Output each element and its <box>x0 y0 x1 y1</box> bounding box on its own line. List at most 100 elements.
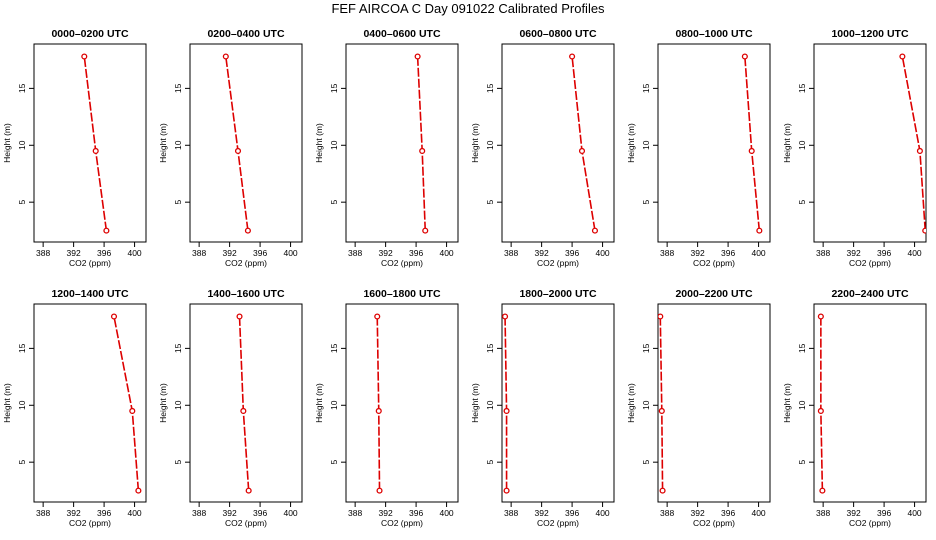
x-axis-label: CO2 (ppm) <box>849 518 891 528</box>
series-line <box>83 56 108 231</box>
series-line <box>659 316 664 491</box>
x-axis-label: CO2 (ppm) <box>693 258 735 268</box>
plot-frame <box>501 303 615 503</box>
data-point <box>658 407 665 415</box>
data-point <box>659 487 666 494</box>
y-tick-label: 5 <box>17 460 27 465</box>
panel-8: 1400–1600 UTC 388 392 396 400 5 10 15 CO2 (ppm) H… <box>158 288 303 528</box>
x-axis-label: CO2 (ppm) <box>69 258 111 268</box>
panel-11: 2000–2200 UTC 388 392 396 400 5 10 15 CO2 (ppm) H… <box>626 288 771 528</box>
x-tick-label: 400 <box>907 248 921 258</box>
plot-frame <box>345 303 459 503</box>
panel-title: 2200–2400 UTC <box>831 288 908 300</box>
panel-title: 0200–0400 UTC <box>207 28 284 40</box>
y-tick-label: 5 <box>485 200 495 205</box>
series-line <box>571 56 596 231</box>
y-tick-label: 15 <box>485 343 495 353</box>
data-point <box>817 407 824 415</box>
x-tick-label: 396 <box>877 248 891 258</box>
data-point <box>81 53 88 60</box>
x-tick-label: 392 <box>847 248 861 258</box>
y-tick-label: 5 <box>641 460 651 465</box>
series-group <box>658 313 666 494</box>
data-point <box>374 313 381 320</box>
data-point <box>503 487 510 494</box>
y-tick-label: 10 <box>329 140 339 150</box>
panel-10: 1800–2000 UTC 388 392 396 400 5 10 15 CO2 (ppm) H… <box>470 288 615 528</box>
series-line <box>225 56 249 231</box>
x-tick-label: 388 <box>660 508 674 518</box>
y-tick-label: 10 <box>17 400 27 410</box>
y-tick-label: 15 <box>329 343 339 353</box>
series-group <box>817 313 826 494</box>
plot-frame <box>813 303 927 503</box>
data-point <box>414 53 421 60</box>
panel-3: 0400–0600 UTC 388 392 396 400 5 10 15 CO2 (ppm) H… <box>314 28 459 268</box>
panel-title: 0400–0600 UTC <box>363 28 440 40</box>
y-axis-label: Height (m) <box>2 123 12 163</box>
panel-title: 0800–1000 UTC <box>675 28 752 40</box>
data-point <box>502 313 509 320</box>
data-point <box>245 487 252 494</box>
x-axis-label: CO2 (ppm) <box>381 518 423 528</box>
x-tick-label: 396 <box>565 508 579 518</box>
series-group <box>374 313 383 494</box>
y-axis-label: Height (m) <box>158 123 168 163</box>
panel-6: 1000–1200 UTC 388 392 396 400 5 10 15 CO2 (ppm) H… <box>782 28 927 268</box>
x-tick-label: 396 <box>97 508 111 518</box>
x-tick-label: 392 <box>223 248 237 258</box>
y-tick-label: 10 <box>329 400 339 410</box>
x-tick-label: 392 <box>535 248 549 258</box>
data-point <box>236 313 243 320</box>
plot-frame <box>501 43 615 243</box>
y-tick-label: 15 <box>17 83 27 93</box>
panel-title: 0600–0800 UTC <box>519 28 596 40</box>
y-tick-label: 5 <box>797 200 807 205</box>
data-point <box>916 147 923 155</box>
x-tick-label: 400 <box>595 508 609 518</box>
panel-title: 1200–1400 UTC <box>51 288 128 300</box>
panel-1: 0000–0200 UTC 388 392 396 400 5 10 15 CO2 (ppm) H… <box>2 28 147 268</box>
data-point <box>741 53 748 60</box>
y-axis-label: Height (m) <box>782 383 792 423</box>
data-point <box>591 227 599 234</box>
data-point <box>110 313 118 320</box>
y-axis-label: Height (m) <box>470 123 480 163</box>
plot-frame <box>189 43 303 243</box>
series-group <box>899 53 926 234</box>
y-axis-label: Height (m) <box>314 383 324 423</box>
x-tick-label: 400 <box>439 508 453 518</box>
series-line <box>416 56 427 231</box>
x-tick-label: 396 <box>97 248 111 258</box>
data-point <box>922 227 926 234</box>
y-tick-label: 10 <box>485 140 495 150</box>
panel-title: 1800–2000 UTC <box>519 288 596 300</box>
x-tick-label: 388 <box>816 248 830 258</box>
x-tick-label: 396 <box>253 508 267 518</box>
x-tick-label: 400 <box>751 508 765 518</box>
y-tick-label: 5 <box>485 460 495 465</box>
data-point <box>376 487 383 494</box>
panel-7: 1200–1400 UTC 388 392 396 400 5 10 15 CO2 (ppm) H… <box>2 288 147 528</box>
y-tick-label: 5 <box>329 200 339 205</box>
y-tick-label: 10 <box>641 400 651 410</box>
x-tick-label: 392 <box>379 248 393 258</box>
x-tick-label: 396 <box>721 508 735 518</box>
x-axis-label: CO2 (ppm) <box>225 258 267 268</box>
series-line <box>238 316 250 491</box>
x-tick-label: 400 <box>751 248 765 258</box>
y-axis-label: Height (m) <box>470 383 480 423</box>
x-tick-label: 396 <box>409 248 423 258</box>
data-point <box>658 313 664 320</box>
y-tick-label: 10 <box>641 140 651 150</box>
data-point <box>240 407 247 415</box>
x-tick-label: 388 <box>36 508 50 518</box>
x-tick-label: 400 <box>439 248 453 258</box>
data-point <box>222 53 229 60</box>
x-tick-label: 388 <box>660 248 674 258</box>
series-group <box>741 53 763 234</box>
y-tick-label: 10 <box>797 140 807 150</box>
panel-5: 0800–1000 UTC 388 392 396 400 5 10 15 CO2 (ppm) H… <box>626 28 771 268</box>
plot-frame <box>657 303 771 503</box>
y-tick-label: 15 <box>17 343 27 353</box>
